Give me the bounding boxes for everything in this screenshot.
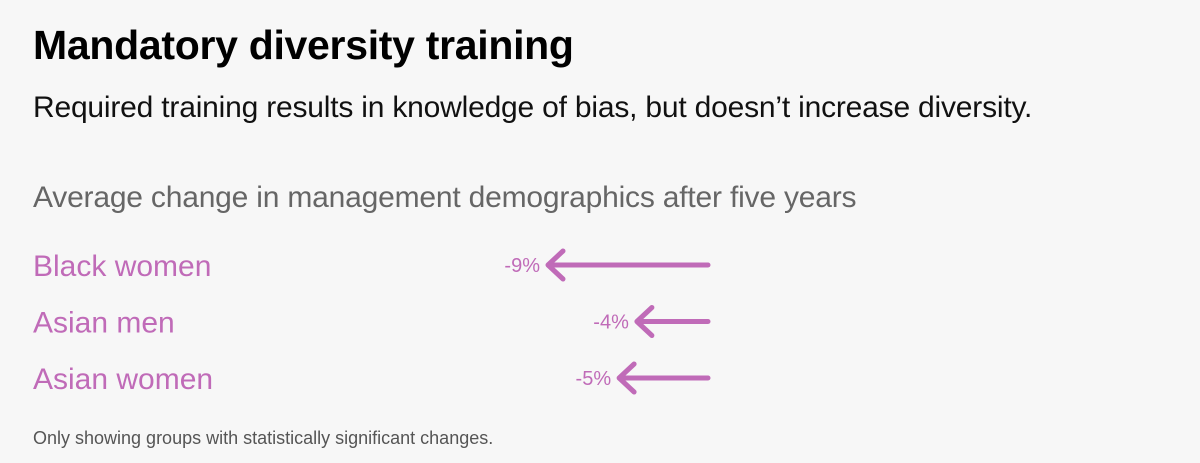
arrow-head xyxy=(616,361,637,395)
value-label: -5% xyxy=(576,368,612,390)
chart-heading: Average change in management demographic… xyxy=(33,181,857,214)
change-arrow xyxy=(616,361,711,395)
change-arrow xyxy=(634,305,711,338)
footnote: Only showing groups with statistically s… xyxy=(33,428,494,448)
value-label: -9% xyxy=(504,255,540,277)
category-label: Asian men xyxy=(33,307,175,340)
chart-subtitle: Required training results in knowledge o… xyxy=(33,91,1033,124)
chart-title: Mandatory diversity training xyxy=(33,22,574,68)
value-label: -4% xyxy=(593,312,629,334)
category-label: Black women xyxy=(33,250,211,283)
category-label: Asian women xyxy=(33,363,213,396)
arrow-head xyxy=(545,248,566,282)
arrow-head xyxy=(634,305,655,338)
change-arrow xyxy=(545,248,711,282)
